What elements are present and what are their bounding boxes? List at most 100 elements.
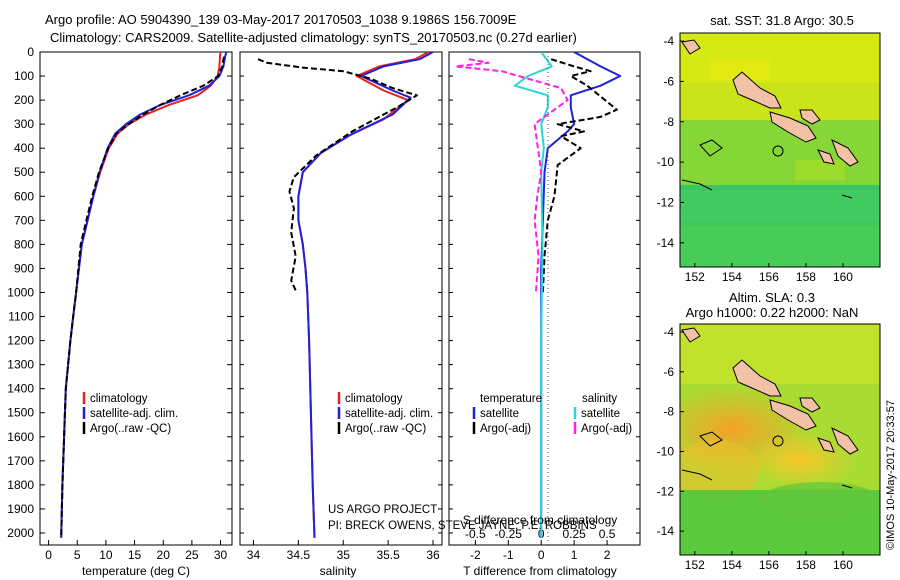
depth-tick-label: 600 xyxy=(14,189,34,203)
map-lat-tick: -14 xyxy=(657,524,675,538)
temperature-axis-label: temperature (deg C) xyxy=(82,564,190,578)
x-tick-label: 20 xyxy=(157,548,171,562)
legend-t-argo: Argo(-adj) xyxy=(480,423,531,435)
argo-float-marker xyxy=(772,435,784,447)
series-line-2 xyxy=(60,56,225,538)
pi-label: PI: BRECK OWENS, STEVE JAYNE, P.E. ROBBI… xyxy=(328,520,597,532)
temperature-panel xyxy=(39,51,233,546)
map-lat-tick: -8 xyxy=(663,115,674,129)
x-tick-label: 2 xyxy=(604,548,611,562)
sst-map-frame xyxy=(679,32,881,268)
top-x-tick-label: -0.5 xyxy=(465,527,486,541)
t-difference-axis-label: T difference from climatology xyxy=(463,564,617,578)
depth-tick-label: 1900 xyxy=(7,502,34,516)
sla-map-axes: 152 154 156 158 160 -4 -6 -8 -10 -12 -14 xyxy=(657,325,854,572)
legend-satellite-adj: satellite-adj. clim. xyxy=(90,408,178,420)
map-lat-tick: -4 xyxy=(663,325,674,339)
legend-climatology: climatology xyxy=(90,393,148,405)
map-lat-tick: -8 xyxy=(663,405,674,419)
series-line-2 xyxy=(257,58,418,293)
difference-series xyxy=(454,52,622,538)
salinity-panel xyxy=(239,51,443,546)
legend-header-temperature: temperature xyxy=(480,393,542,405)
depth-tick-label: 500 xyxy=(14,165,34,179)
s-difference-axis-label: S difference from climatology xyxy=(463,513,618,527)
legend-argo: Argo(..raw -QC) xyxy=(345,423,426,435)
figure-title-line2: Climatology: CARS2009. Satellite-adjuste… xyxy=(50,30,577,45)
x-tick-label: 35.5 xyxy=(376,548,400,562)
map-lon-tick: 152 xyxy=(685,558,705,572)
x-tick-label: 15 xyxy=(128,548,142,562)
series-line-3 xyxy=(454,58,569,293)
top-x-tick-label: 0.25 xyxy=(562,527,586,541)
salinity-legend: climatology satellite-adj. clim. Argo(..… xyxy=(337,392,433,435)
legend-argo: Argo(..raw -QC) xyxy=(90,423,171,435)
map-lat-tick: -12 xyxy=(657,484,675,498)
timestamp-stamp: ©IMOS 10-May-2017 20:33:57 xyxy=(885,400,897,550)
depth-tick-label: 200 xyxy=(14,93,34,107)
t-difference-x-axis: -2 -1 0 1 2 xyxy=(470,540,611,562)
figure-title-line1: Argo profile: AO 5904390_139 03-May-2017… xyxy=(45,12,517,27)
depth-axis: 0 100 200 300 400 500 600 700 800 900 1000 1100 1200… xyxy=(7,45,640,540)
map-lat-tick: -4 xyxy=(663,34,674,48)
x-tick-label: -1 xyxy=(503,548,514,562)
legend-header-salinity: salinity xyxy=(582,393,617,405)
map-lon-tick: 154 xyxy=(722,558,742,572)
argo-float-marker xyxy=(772,145,784,157)
map-lat-tick: -6 xyxy=(663,365,674,379)
legend-climatology: climatology xyxy=(345,393,403,405)
depth-tick-label: 1800 xyxy=(7,478,34,492)
legend-s-satellite: satellite xyxy=(581,408,620,420)
salinity-axis-label: salinity xyxy=(320,564,357,578)
map-lon-tick: 154 xyxy=(722,270,742,284)
x-tick-label: 35 xyxy=(337,548,351,562)
temperature-series xyxy=(60,52,228,538)
depth-tick-label: 700 xyxy=(14,213,34,227)
temperature-legend: climatology satellite-adj. clim. Argo(..… xyxy=(82,392,178,435)
x-tick-label: 30 xyxy=(214,548,228,562)
depth-tick-label: 1700 xyxy=(7,454,34,468)
x-tick-label: 10 xyxy=(99,548,113,562)
difference-legend: temperature salinity satellite Argo(-adj… xyxy=(472,393,632,435)
depth-tick-label: 0 xyxy=(27,45,34,59)
map-lon-tick: 160 xyxy=(833,270,853,284)
series-line-1 xyxy=(297,52,434,538)
map-lat-tick: -10 xyxy=(657,155,675,169)
legend-satellite-adj: satellite-adj. clim. xyxy=(345,408,433,420)
difference-panel xyxy=(448,51,641,546)
depth-tick-label: 800 xyxy=(14,237,34,251)
depth-tick-label: 900 xyxy=(14,261,34,275)
series-line-1 xyxy=(541,58,618,293)
x-tick-label: 34.5 xyxy=(287,548,311,562)
depth-tick-label: 1000 xyxy=(7,285,34,299)
top-x-tick-label: 0.5 xyxy=(599,527,616,541)
sla-map-frame xyxy=(679,323,881,556)
map-lat-tick: -10 xyxy=(657,444,675,458)
depth-tick-label: 2000 xyxy=(7,526,34,540)
depth-tick-label: 1500 xyxy=(7,406,34,420)
x-tick-label: -2 xyxy=(470,548,481,562)
map-lon-tick: 158 xyxy=(796,558,816,572)
map-lon-tick: 156 xyxy=(759,270,779,284)
sla-map xyxy=(680,324,880,555)
depth-tick-label: 1200 xyxy=(7,334,34,348)
map-lat-tick: -12 xyxy=(657,195,675,209)
sst-map-title: sat. SST: 31.8 Argo: 30.5 xyxy=(710,13,854,28)
x-tick-label: 25 xyxy=(185,548,199,562)
map-lon-tick: 152 xyxy=(685,270,705,284)
depth-tick-label: 1300 xyxy=(7,358,34,372)
salinity-series xyxy=(257,52,434,538)
map-lat-tick: -6 xyxy=(663,74,674,88)
legend-t-satellite: satellite xyxy=(480,408,519,420)
x-tick-label: 1 xyxy=(571,548,578,562)
depth-tick-label: 1100 xyxy=(8,310,34,324)
map-lon-tick: 158 xyxy=(796,270,816,284)
x-tick-label: 0 xyxy=(538,548,545,562)
depth-tick-label: 400 xyxy=(14,141,34,155)
sla-map-subtitle: Argo h1000: 0.22 h2000: NaN xyxy=(686,305,859,320)
x-tick-label: 36 xyxy=(426,548,440,562)
sst-map-axes: 152 154 156 158 160 -4 -6 -8 -10 -12 -14 xyxy=(657,34,854,284)
salinity-x-axis: 34 34.5 35 35.5 36 xyxy=(247,540,440,562)
legend-s-argo: Argo(-adj) xyxy=(581,423,632,435)
